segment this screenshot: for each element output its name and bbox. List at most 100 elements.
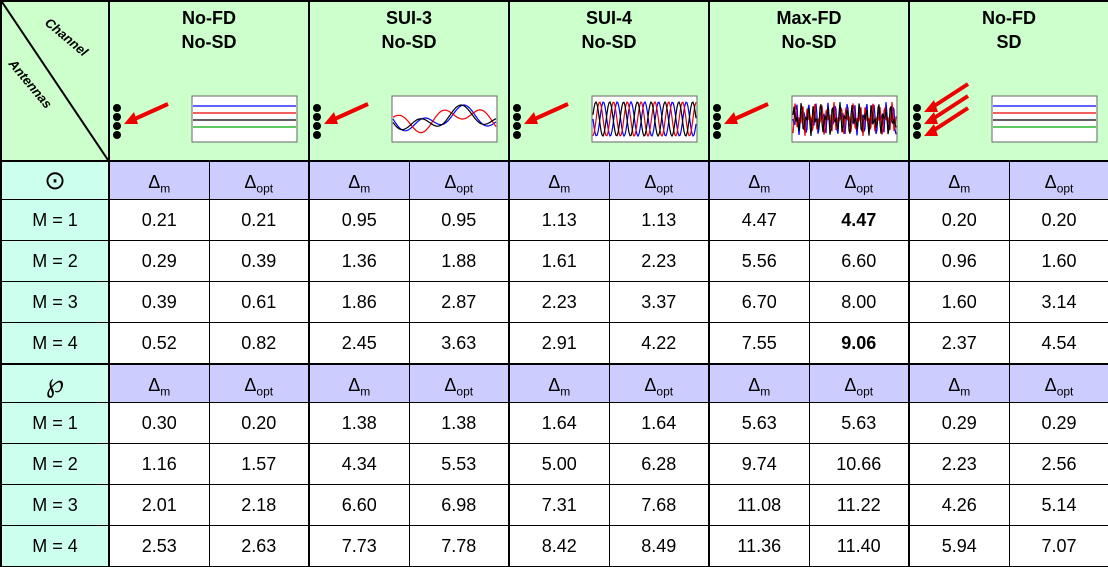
subheader: Δopt [808, 160, 910, 200]
subheader: Δopt [808, 363, 910, 403]
subheader-subscript: m [760, 385, 771, 399]
channel-icon [713, 95, 898, 143]
subheader-subscript: opt [856, 182, 874, 196]
value-cell: 7.78 [408, 525, 510, 567]
subheader-symbol: Δ [748, 172, 761, 193]
antenna-dot [513, 104, 521, 112]
value-cell: 5.63 [808, 402, 910, 444]
value-cell: 8.00 [808, 281, 910, 323]
value-cell: 0.20 [1008, 199, 1108, 241]
arrow-head [924, 112, 939, 124]
subheader-subscript: opt [256, 182, 274, 196]
corner-cell: Channel Antennas [0, 0, 110, 162]
value-cell: 1.36 [308, 240, 410, 282]
antenna-dot [513, 122, 521, 130]
subheader-symbol: Δ [748, 375, 761, 396]
antenna-dot [313, 131, 321, 139]
row-label: M = 4 [0, 525, 110, 567]
subheader: Δopt [208, 160, 310, 200]
value-cell: 0.95 [308, 199, 410, 241]
antenna-dot [113, 122, 121, 130]
data-row: M = 4 2.53 2.63 7.73 7.78 8.42 8.49 11.36 11.40 5… [0, 525, 1108, 567]
antenna-dot [713, 113, 721, 121]
value-cell: 1.86 [308, 281, 410, 323]
subheader: Δm [108, 160, 210, 200]
subheader-symbol: Δ [148, 172, 161, 193]
subheader-symbol: Δ [644, 375, 657, 396]
value-cell: 5.14 [1008, 484, 1108, 526]
value-cell: 4.34 [308, 443, 410, 485]
value-cell: 0.29 [908, 402, 1010, 444]
header-line-2: SD [996, 32, 1022, 52]
subheader-subscript: opt [856, 385, 874, 399]
header-line-1: No-FD [182, 8, 236, 28]
subheader-subscript: m [160, 182, 171, 196]
wave-box [991, 95, 1098, 143]
value-cell: 0.39 [208, 240, 310, 282]
row-label: M = 1 [0, 402, 110, 444]
row-label: M = 3 [0, 484, 110, 526]
subheader-symbol: Δ [948, 172, 961, 193]
antenna-dot [313, 113, 321, 121]
value-cell: 2.45 [308, 322, 410, 365]
subheader: Δm [108, 363, 210, 403]
channel-icon [113, 95, 298, 143]
antenna-dot [513, 113, 521, 121]
antenna-dot [913, 104, 922, 112]
subheader-symbol: Δ [844, 375, 857, 396]
antenna-dot [713, 104, 721, 112]
value-cell: 7.07 [1008, 525, 1108, 567]
value-cell: 1.88 [408, 240, 510, 282]
subheader-symbol: Δ [844, 172, 857, 193]
subheader: Δm [308, 160, 410, 200]
antenna-dot [113, 104, 121, 112]
subheader: Δopt [1008, 160, 1108, 200]
wave-line [392, 109, 497, 134]
value-cell: 0.95 [408, 199, 510, 241]
arrow-head [924, 124, 939, 136]
subheader: Δopt [408, 363, 510, 403]
data-row: M = 2 0.29 0.39 1.36 1.88 1.61 2.23 5.56 6.60 0.9… [0, 240, 1108, 282]
value-cell: 9.74 [708, 443, 810, 485]
value-cell: 2.53 [108, 525, 210, 567]
arrow-head [724, 112, 738, 124]
subheader-symbol: Δ [1044, 172, 1057, 193]
subheader: Δopt [1008, 363, 1108, 403]
section-symbol: ⊙ [0, 160, 110, 200]
value-cell: 6.60 [808, 240, 910, 282]
data-row: M = 3 0.39 0.61 1.86 2.87 2.23 3.37 6.70 8.00 1.6… [0, 281, 1108, 323]
subheader-symbol: Δ [444, 375, 457, 396]
antenna-dot [313, 122, 321, 130]
subheader-symbol: Δ [548, 375, 561, 396]
value-cell: 2.91 [508, 322, 610, 365]
subheader-subscript: opt [656, 385, 674, 399]
value-cell: 6.60 [308, 484, 410, 526]
value-cell: 2.56 [1008, 443, 1108, 485]
subheader-subscript: m [160, 385, 171, 399]
value-cell: 0.29 [108, 240, 210, 282]
value-cell: 6.28 [608, 443, 710, 485]
wave-line [392, 104, 497, 131]
value-cell: 1.16 [108, 443, 210, 485]
value-cell: 2.18 [208, 484, 310, 526]
header-line-1: SUI-4 [585, 8, 632, 28]
value-cell: 6.70 [708, 281, 810, 323]
arrow-head [924, 100, 939, 112]
subheader-subscript: opt [256, 385, 274, 399]
subheader-subscript: opt [1056, 182, 1074, 196]
wave-line [592, 100, 697, 138]
value-cell: 7.73 [308, 525, 410, 567]
antenna-dot [113, 131, 121, 139]
antenna-dot [713, 131, 721, 139]
value-cell: 1.60 [1008, 240, 1108, 282]
value-cell: 0.20 [908, 199, 1010, 241]
subheader-subscript: opt [1056, 385, 1074, 399]
value-cell: 11.36 [708, 525, 810, 567]
value-cell: 2.87 [408, 281, 510, 323]
wave-box [191, 95, 298, 143]
header-line-2: No-SD [581, 32, 637, 52]
arrow-head [324, 112, 338, 124]
subheader-symbol: Δ [348, 375, 361, 396]
wave-line [792, 101, 897, 137]
column-header: Max-FD No-SD [707, 0, 911, 162]
